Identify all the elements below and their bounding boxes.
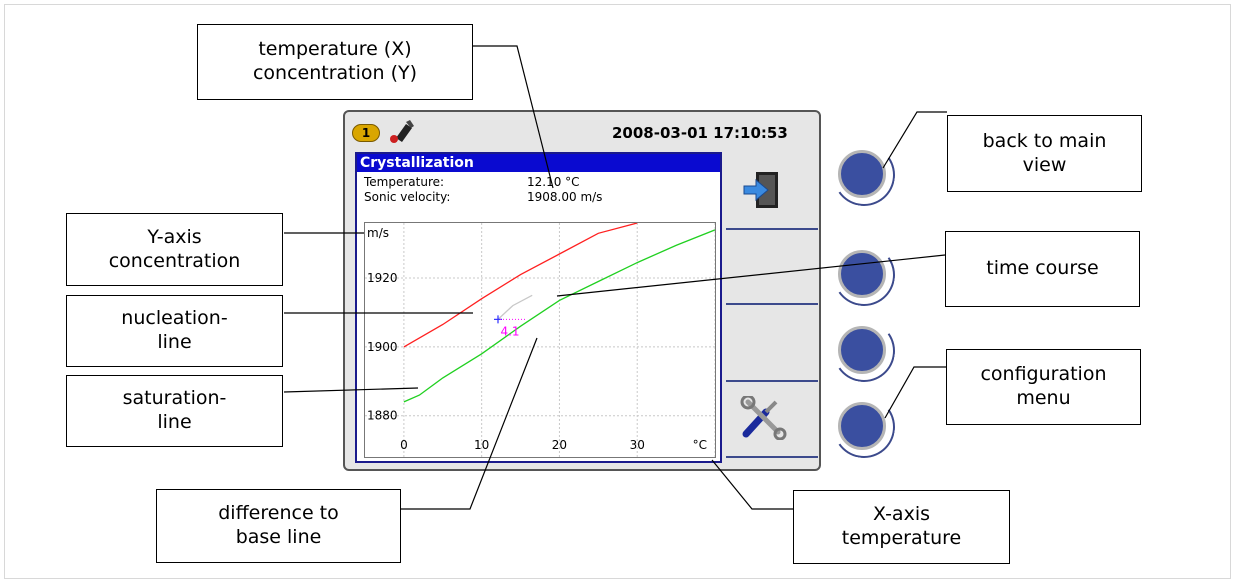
difference-label: 4.1 xyxy=(500,324,519,338)
sonic-velocity-value: 1908.00 m/s xyxy=(527,190,603,204)
callout-line: configuration xyxy=(980,363,1107,386)
panel-title: Crystallization xyxy=(357,154,720,172)
callout-line: time course xyxy=(986,257,1099,280)
callout-line: temperature xyxy=(841,527,962,549)
callout-time-course: time course xyxy=(945,231,1140,307)
softkey-divider xyxy=(726,380,818,382)
datetime-display: 2008-03-01 17:10:53 xyxy=(612,124,788,142)
x-tick-label: 0 xyxy=(400,438,408,452)
y-tick-label: 1900 xyxy=(367,340,398,354)
callout-saturation-line: saturation-line xyxy=(66,375,283,447)
callout-nucleation-line: nucleation-line xyxy=(66,295,283,367)
crystallization-chart: 0 10 20 30 1880 1900 1920 °C m/s 4.1 xyxy=(364,222,716,458)
callout-line: line xyxy=(157,411,192,433)
softkey-button-4[interactable] xyxy=(838,402,886,450)
callout-line: temperature (X) xyxy=(258,38,412,61)
x-tick-label: 10 xyxy=(474,438,489,452)
callout-line: view xyxy=(1022,153,1067,176)
callout-line: concentration (Y) xyxy=(252,62,418,84)
callout-line: concentration xyxy=(108,249,241,272)
figure-frame xyxy=(4,4,1231,579)
x-tick-label: 30 xyxy=(630,438,645,452)
y-axis-label: m/s xyxy=(367,226,389,240)
callout-line: base line xyxy=(235,526,322,548)
callout-configuration-menu: configuration menu xyxy=(946,349,1141,425)
callout-line: difference to xyxy=(218,502,339,525)
sensor-icon xyxy=(390,120,414,143)
callout-x-axis: X-axis temperature xyxy=(793,490,1010,564)
time-course-line xyxy=(497,294,533,320)
callout-line: saturation- xyxy=(122,387,227,410)
saturation-line xyxy=(403,229,715,403)
nucleation-line xyxy=(403,223,638,348)
y-tick-label: 1880 xyxy=(367,409,398,423)
exit-icon[interactable] xyxy=(740,170,784,210)
temperature-label: Temperature: xyxy=(364,175,445,189)
x-tick-label: 20 xyxy=(552,438,567,452)
x-axis-label: °C xyxy=(693,438,707,452)
softkey-divider xyxy=(726,456,818,458)
softkey-divider xyxy=(726,303,818,305)
softkey-button-1[interactable] xyxy=(838,150,886,198)
temperature-value: 12.10 °C xyxy=(527,175,580,189)
callout-line: line xyxy=(157,331,192,353)
channel-badge: 1 xyxy=(352,124,380,142)
callout-line: X-axis xyxy=(873,503,930,526)
softkey-divider xyxy=(726,228,818,230)
callout-back-to-main-view: back to main view xyxy=(947,115,1142,192)
sonic-velocity-label: Sonic velocity: xyxy=(364,190,451,204)
callout-difference-to-base-line: difference to base line xyxy=(156,489,401,563)
softkey-button-2[interactable] xyxy=(838,250,886,298)
callout-line: Y-axis xyxy=(147,225,202,248)
softkey-button-3[interactable] xyxy=(838,326,886,374)
callout-line: nucleation- xyxy=(121,307,228,330)
callout-line: back to main xyxy=(982,129,1107,152)
callout-y-axis: Y-axis concentration xyxy=(66,213,283,286)
y-tick-label: 1920 xyxy=(367,271,398,285)
crystallization-panel: Crystallization Temperature: 12.10 °C So… xyxy=(355,152,722,463)
chart-svg: 0 10 20 30 1880 1900 1920 °C m/s 4.1 xyxy=(365,223,715,457)
tools-icon[interactable] xyxy=(740,396,788,440)
callout-line: menu xyxy=(1016,387,1071,409)
callout-temperature-concentration: temperature (X) concentration (Y) xyxy=(197,24,473,100)
